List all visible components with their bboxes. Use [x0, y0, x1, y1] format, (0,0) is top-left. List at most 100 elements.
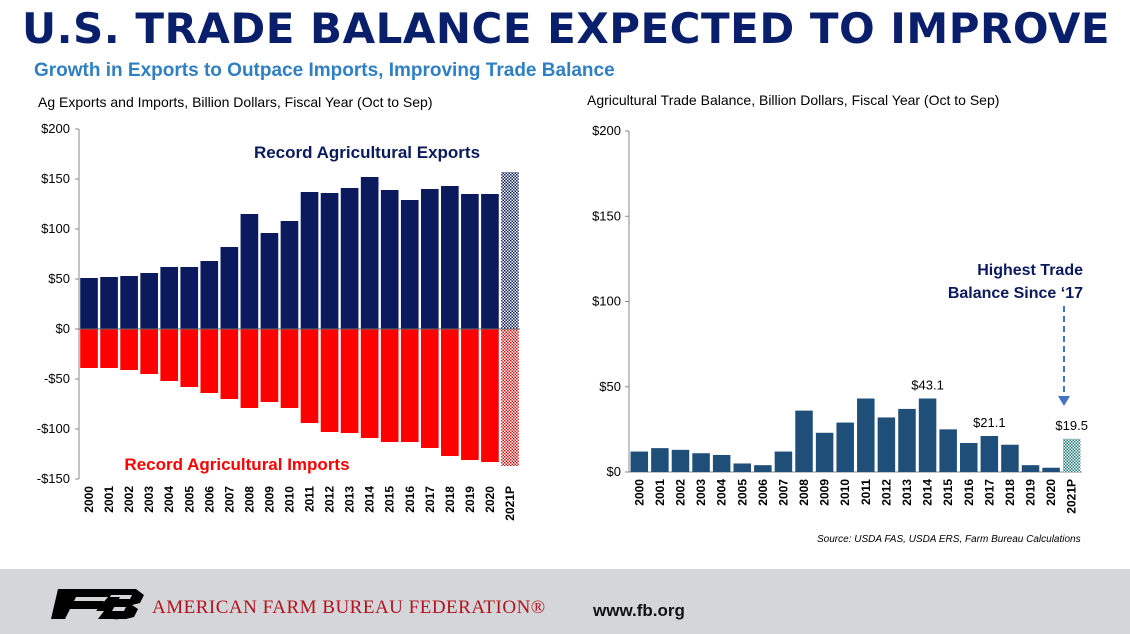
right-x-tick-label: 2000	[632, 479, 646, 506]
right-x-tick-label: 2005	[735, 479, 749, 506]
right-y-tick-label: $0	[607, 464, 621, 479]
footer-bar: ® AMERICAN FARM BUREAU FEDERATION® www.f…	[0, 569, 1130, 634]
balance-bar	[877, 417, 896, 472]
left-y-tick-label: $50	[48, 271, 70, 286]
import-bar	[400, 329, 419, 442]
right-x-tick-label: 2013	[900, 479, 914, 506]
left-x-tick-label: 2001	[102, 486, 116, 513]
right-x-tick-label: 2004	[715, 479, 729, 506]
export-bar	[441, 186, 459, 329]
left-x-tick-label: 2009	[262, 486, 276, 513]
balance-bar	[959, 443, 978, 472]
balance-bar	[733, 463, 752, 472]
left-x-tick-label: 2000	[82, 486, 96, 513]
left-y-tick-label: $100	[41, 221, 70, 236]
import-bar	[340, 329, 359, 433]
balance-bar	[836, 422, 854, 472]
right-x-tick-label: 2020	[1044, 479, 1058, 506]
farm-bureau-logo-icon: ®	[51, 589, 144, 621]
import-bar	[461, 329, 479, 460]
export-bar	[280, 221, 299, 329]
right-x-tick-label: 2001	[653, 479, 667, 506]
import-bar	[140, 329, 158, 374]
export-bar	[260, 233, 279, 329]
left-y-tick-label: -$50	[44, 371, 70, 386]
import-bar	[501, 329, 519, 466]
export-bar	[140, 273, 158, 329]
annotation-line-1: Highest Trade	[977, 262, 1083, 279]
import-bar	[220, 329, 239, 399]
right-x-tick-label: 2007	[776, 479, 790, 506]
export-bar	[380, 190, 399, 329]
export-bar	[220, 247, 239, 329]
right-y-tick-label: $150	[592, 208, 621, 223]
left-x-tick-label: 2011	[303, 486, 317, 512]
balance-data-label: $19.5	[1055, 418, 1088, 433]
import-bar	[200, 329, 219, 393]
left-x-tick-label: 2013	[343, 486, 357, 513]
import-bar	[481, 329, 499, 462]
left-x-tick-label: 2007	[222, 486, 236, 513]
export-bar	[180, 267, 199, 329]
right-x-tick-label: 2019	[1024, 479, 1038, 506]
annotation-arrow-head	[1058, 396, 1070, 406]
balance-bar	[980, 436, 999, 472]
balance-bar	[815, 432, 834, 472]
left-y-tick-label: -$100	[37, 421, 70, 436]
export-bar	[340, 188, 359, 329]
right-y-tick-label: $100	[592, 294, 621, 309]
right-chart-title: Agricultural Trade Balance, Billion Doll…	[587, 92, 1000, 108]
export-bar	[160, 267, 179, 329]
left-x-tick-label: 2003	[142, 486, 156, 513]
export-bar	[200, 261, 219, 329]
balance-bar	[671, 449, 690, 472]
svg-text:®: ®	[114, 615, 119, 621]
export-bar	[400, 200, 419, 329]
right-x-tick-label: 2002	[673, 479, 687, 506]
website-link[interactable]: www.fb.org	[593, 601, 685, 620]
left-x-tick-label: 2018	[443, 486, 457, 513]
annotation-line-2: Balance Since ‘17	[948, 285, 1083, 302]
export-bar	[100, 277, 118, 329]
import-bar	[441, 329, 459, 456]
export-bar	[481, 194, 499, 329]
left-x-tick-label: 2014	[363, 486, 377, 513]
balance-data-label: $21.1	[973, 415, 1006, 430]
balance-bar	[898, 408, 916, 472]
left-x-tick-label: 2005	[182, 486, 196, 513]
balance-bar	[774, 451, 793, 472]
left-x-tick-label: 2020	[483, 486, 497, 513]
balance-bar	[918, 398, 937, 472]
exports-series-label: Record Agricultural Exports	[254, 143, 480, 162]
import-bar	[240, 329, 259, 408]
right-x-tick-label: 2012	[879, 479, 893, 506]
balance-bar	[795, 410, 813, 472]
balance-bar	[692, 453, 710, 472]
right-x-tick-label: 2021P	[1065, 479, 1079, 514]
balance-data-label: $43.1	[911, 378, 944, 393]
balance-bar	[1021, 465, 1040, 472]
export-bar	[120, 276, 138, 329]
balance-bar	[651, 448, 669, 472]
balance-bar	[1062, 438, 1081, 472]
import-bar	[260, 329, 279, 402]
right-x-tick-label: 2011	[859, 479, 873, 505]
export-bar	[300, 192, 319, 329]
left-x-tick-label: 2002	[122, 486, 136, 513]
right-x-tick-label: 2014	[921, 479, 935, 506]
left-x-tick-label: 2010	[282, 486, 296, 513]
export-bar	[240, 214, 259, 329]
right-x-tick-label: 2016	[962, 479, 976, 506]
left-y-tick-label: $150	[41, 171, 70, 186]
left-x-tick-label: 2015	[383, 486, 397, 513]
right-x-tick-label: 2006	[756, 479, 770, 506]
left-x-tick-label: 2008	[242, 486, 256, 513]
import-bar	[80, 329, 98, 368]
left-x-tick-label: 2017	[423, 486, 437, 513]
import-bar	[360, 329, 379, 438]
imports-series-label: Record Agricultural Imports	[124, 455, 349, 474]
import-bar	[380, 329, 399, 442]
source-note: Source: USDA FAS, USDA ERS, Farm Bureau …	[817, 534, 1081, 545]
left-x-tick-label: 2016	[403, 486, 417, 513]
balance-bar	[630, 451, 649, 472]
